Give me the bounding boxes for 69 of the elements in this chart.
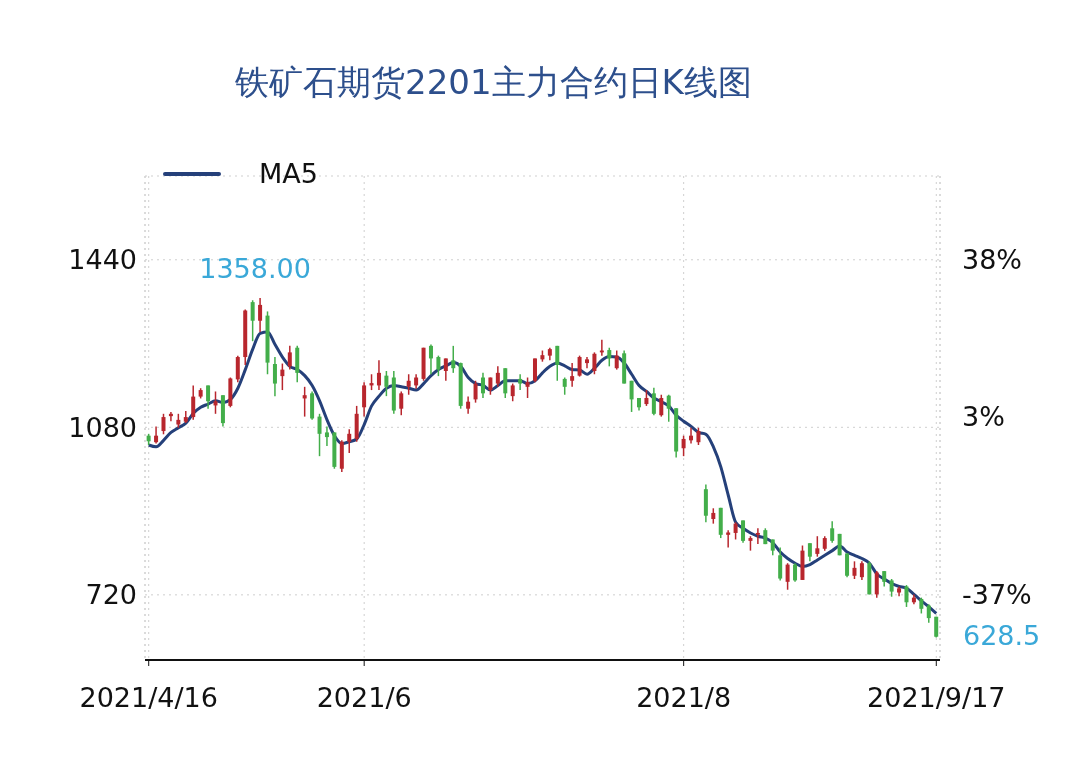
candlestick (161, 413, 166, 436)
candlestick (495, 365, 500, 388)
y2-tick-label: 38% (962, 244, 1023, 276)
candlestick (206, 384, 211, 410)
chart-title: 铁矿石期货2201主力合约日K线图 (235, 62, 752, 102)
candlestick (287, 345, 292, 371)
candlestick (376, 359, 381, 391)
text: 628.5 (963, 620, 1041, 651)
candlestick (592, 351, 597, 375)
candlestick (250, 299, 255, 342)
x-tick-label: 2021/9/17 (867, 682, 1006, 714)
candlestick (532, 357, 537, 383)
candlestick (317, 413, 322, 457)
candlestick (518, 373, 523, 391)
candlestick (480, 372, 485, 399)
x-tick-label: 2021/6 (316, 682, 412, 714)
y2-tick-label: 3% (962, 400, 1005, 432)
candlestick (577, 354, 582, 378)
candlestick (607, 346, 612, 368)
candlestick (213, 390, 218, 415)
candlestick (272, 356, 277, 397)
candlestick (755, 527, 760, 545)
candlestick (324, 425, 329, 447)
annotation: 1358.00 (199, 252, 311, 284)
candlestick (815, 535, 820, 558)
candlestick (473, 380, 478, 404)
candlestick (451, 345, 456, 374)
candlestick (726, 529, 731, 549)
candlestick (154, 425, 159, 445)
y-tick-label: 720 (85, 579, 137, 611)
x-tick-label: 2021/8 (636, 682, 732, 714)
legend-label: MA5 (259, 158, 318, 189)
candlestick (681, 434, 686, 457)
candlestick (830, 520, 835, 544)
candlestick (443, 357, 448, 382)
candlestick (614, 349, 619, 371)
candlestick (525, 376, 530, 399)
candlestick (570, 362, 575, 388)
candlestick (785, 562, 790, 591)
candlestick (793, 562, 798, 583)
candlestick (384, 370, 389, 397)
candlestick (666, 393, 671, 423)
candlestick (302, 386, 307, 418)
candlestick (859, 560, 864, 581)
candlestick (428, 343, 433, 375)
candlestick (406, 373, 411, 396)
candlestick (362, 381, 367, 418)
candlestick (235, 354, 240, 383)
candlestick (741, 519, 746, 544)
candlestick (280, 362, 285, 391)
y-tick-label: 1080 (68, 411, 137, 443)
candlestick (191, 384, 196, 421)
candlestick (555, 345, 560, 382)
y2-tick-label: -37% (962, 579, 1032, 611)
candlestick (807, 542, 812, 563)
x-tick-label: 2021/4/16 (79, 682, 218, 714)
candlestick (659, 393, 664, 418)
y-tick-label: 1440 (68, 244, 137, 276)
candlestick (651, 387, 656, 416)
candlestick (845, 552, 850, 578)
candlestick (258, 297, 263, 333)
candlestick (778, 546, 783, 582)
candlestick (436, 354, 441, 377)
candlestick (629, 380, 634, 413)
candlestick (904, 584, 909, 608)
candlestick (347, 428, 352, 454)
candlestick (399, 390, 404, 416)
candlestick (874, 570, 879, 599)
candlestick (926, 603, 931, 624)
